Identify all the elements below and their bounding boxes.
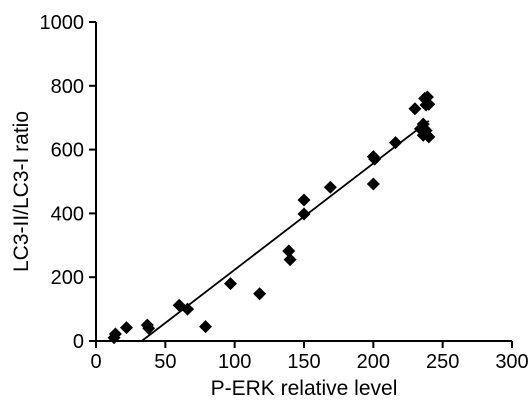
- y-tick-label: 200: [51, 267, 84, 289]
- data-points: [107, 90, 436, 345]
- x-tick-label: 0: [90, 351, 101, 373]
- x-tick-label: 50: [154, 351, 176, 373]
- trend-line: [141, 120, 430, 342]
- y-axis-ticks: 0 200 400 600 800 1000: [40, 12, 96, 353]
- axes: [95, 22, 512, 342]
- data-point-diamond: [422, 130, 436, 144]
- x-axis-ticks: 0 50 100 150 200 250 300: [90, 341, 529, 373]
- y-tick-label: 1000: [40, 12, 85, 34]
- y-tick-label: 0: [73, 331, 84, 353]
- data-point-diamond: [297, 193, 311, 207]
- data-point-diamond: [368, 152, 382, 166]
- data-point-diamond: [283, 253, 297, 267]
- x-tick-label: 200: [357, 351, 390, 373]
- data-point-diamond: [297, 207, 311, 221]
- data-point-diamond: [142, 321, 156, 335]
- data-point-diamond: [323, 180, 337, 194]
- data-point-diamond: [389, 136, 403, 150]
- y-tick-label: 400: [51, 203, 84, 225]
- data-point-diamond: [181, 302, 195, 316]
- data-point-diamond: [282, 244, 296, 258]
- x-tick-label: 100: [218, 351, 251, 373]
- data-point-diamond: [224, 277, 238, 291]
- data-point-diamond: [108, 327, 122, 341]
- x-axis-title: P-ERK relative level: [211, 377, 398, 400]
- x-tick-label: 300: [495, 351, 528, 373]
- x-tick-label: 250: [426, 351, 459, 373]
- y-tick-label: 800: [51, 76, 84, 98]
- data-point-diamond: [366, 177, 380, 191]
- y-axis-title: LC3-II/LC3-I ratio: [10, 111, 33, 272]
- data-point-diamond: [120, 321, 134, 335]
- x-tick-label: 150: [287, 351, 320, 373]
- data-point-diamond: [422, 97, 436, 111]
- data-point-diamond: [253, 287, 267, 301]
- y-tick-label: 600: [51, 140, 84, 162]
- data-point-diamond: [199, 320, 213, 334]
- data-point-diamond: [408, 102, 422, 116]
